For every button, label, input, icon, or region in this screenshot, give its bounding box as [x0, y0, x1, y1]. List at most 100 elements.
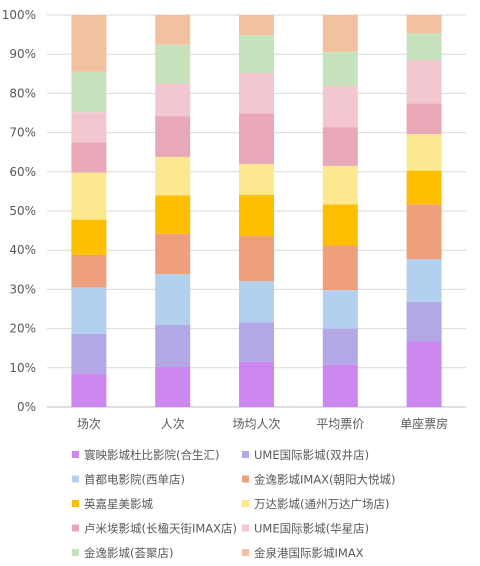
y-tick-label: 90%: [9, 47, 36, 61]
x-axis-tick-labels: 场次 人次 场均人次 平均票价 单座票房: [77, 416, 448, 431]
legend-label: 英嘉星美影城: [84, 497, 153, 511]
y-tick-label: 70%: [9, 126, 36, 140]
legend-label: 金泉港国际影城IMAX: [254, 546, 364, 560]
legend-item: UME国际影城(华星店): [242, 522, 369, 536]
bar-segment: [239, 194, 274, 237]
bar-segment: [406, 15, 442, 34]
bar-segment: [239, 281, 274, 323]
legend-swatch: [242, 500, 249, 507]
legend-item: 英嘉星美影城: [72, 497, 153, 511]
legend-swatch: [242, 475, 249, 483]
bar-segment: [71, 142, 107, 173]
legend-item: 首都电影院(西单店): [72, 473, 185, 487]
legend-item: 金逸影城IMAX(朝阳大悦城): [242, 473, 396, 487]
legend-swatch: [72, 524, 79, 532]
y-tick-label: 10%: [9, 361, 36, 375]
bar-segment: [322, 127, 358, 166]
bar-segment: [155, 156, 191, 196]
bar-segment: [71, 287, 107, 334]
legend-label: 寰映影城杜比影院(合生汇): [84, 448, 219, 462]
bar-segment: [406, 259, 442, 302]
legend-label: 卢米埃影城(长楹天街IMAX店): [84, 522, 237, 536]
bar-segment: [406, 204, 442, 260]
bar-stack: [71, 15, 107, 407]
y-tick-label: 80%: [9, 86, 36, 100]
bar-segment: [406, 170, 442, 205]
bar-segment: [406, 103, 442, 135]
y-axis-tick-labels: 0% 10% 20% 30% 40% 50% 60% 70% 80% 90% 100%: [2, 8, 36, 414]
bar-segment: [155, 324, 191, 368]
bar-segment: [239, 236, 274, 282]
legend-item: 卢米埃影城(长楹天街IMAX店): [72, 522, 237, 536]
bar-segment: [239, 322, 274, 362]
bar-segment: [406, 60, 442, 104]
y-tick-label: 40%: [9, 243, 36, 257]
bar-segment: [71, 15, 107, 72]
bar-segment: [322, 15, 358, 52]
legend-item: 寰映影城杜比影院(合生汇): [72, 448, 219, 462]
legend: 寰映影城杜比影院(合生汇) UME国际影城(双井店) 首都电影院(西单店) 金逸影城I…: [72, 448, 396, 560]
bar-segment: [322, 51, 358, 86]
bar-segment: [322, 204, 358, 246]
bar-segment: [406, 33, 442, 61]
legend-swatch: [242, 549, 249, 556]
legend-swatch: [72, 500, 79, 507]
bar-segment: [71, 254, 107, 288]
x-tick-label: 单座票房: [400, 416, 448, 431]
bar-stack: [406, 15, 442, 407]
bar-segment: [239, 113, 274, 164]
bar-segment: [71, 112, 107, 143]
bar-segment: [322, 328, 358, 365]
bar-segment: [322, 290, 358, 329]
bar-segment: [406, 341, 442, 407]
bar-segment: [239, 15, 274, 36]
bar-segment: [322, 165, 358, 205]
bar-segment: [322, 364, 358, 407]
legend-swatch: [72, 451, 79, 458]
legend-label: 金逸影城IMAX(朝阳大悦城): [254, 473, 396, 487]
bar-stack: [239, 15, 274, 407]
bar-segment: [71, 373, 107, 407]
legend-label: 万达影城(通州万达广场店): [254, 497, 389, 511]
bar-segment: [239, 73, 274, 114]
bar-segment: [155, 233, 191, 275]
bar-segment: [406, 134, 442, 171]
legend-swatch: [72, 475, 79, 483]
bar-segment: [155, 83, 191, 117]
x-tick-label: 平均票价: [316, 417, 364, 431]
legend-item: UME国际影城(双井店): [242, 448, 369, 462]
bar-stack: [322, 15, 358, 407]
legend-item: 万达影城(通州万达广场店): [242, 497, 389, 511]
y-tick-label: 100%: [2, 8, 36, 22]
y-tick-label: 0%: [17, 400, 36, 414]
bar-segment: [322, 85, 358, 128]
bar-stack: [155, 15, 191, 407]
y-tick-label: 60%: [9, 165, 36, 179]
bar-segment: [155, 274, 191, 325]
x-tick-label: 场次: [77, 417, 101, 431]
y-tick-label: 50%: [9, 204, 36, 218]
legend-label: 金逸影城(荟聚店): [84, 546, 173, 560]
legend-label: 首都电影院(西单店): [84, 473, 185, 487]
bar-segment: [71, 333, 107, 374]
legend-label: UME国际影城(双井店): [254, 448, 369, 462]
legend-swatch: [242, 524, 249, 532]
legend-swatch: [72, 549, 79, 556]
legend-label: UME国际影城(华星店): [254, 522, 369, 536]
bar-segment: [155, 15, 191, 45]
bar-segment: [239, 163, 274, 195]
bar-segment: [71, 71, 107, 113]
legend-item: 金逸影城(荟聚店): [72, 546, 173, 560]
y-tick-label: 30%: [9, 282, 36, 296]
x-tick-label: 场均人次: [232, 417, 280, 431]
x-tick-label: 人次: [161, 417, 185, 431]
legend-item: 金泉港国际影城IMAX: [242, 546, 364, 560]
bar-segment: [239, 361, 274, 407]
legend-swatch: [242, 451, 249, 458]
bar-segment: [239, 35, 274, 74]
y-tick-label: 20%: [9, 322, 36, 336]
bar-segment: [406, 301, 442, 342]
bar-segment: [322, 245, 358, 291]
bar-segment: [71, 172, 107, 220]
